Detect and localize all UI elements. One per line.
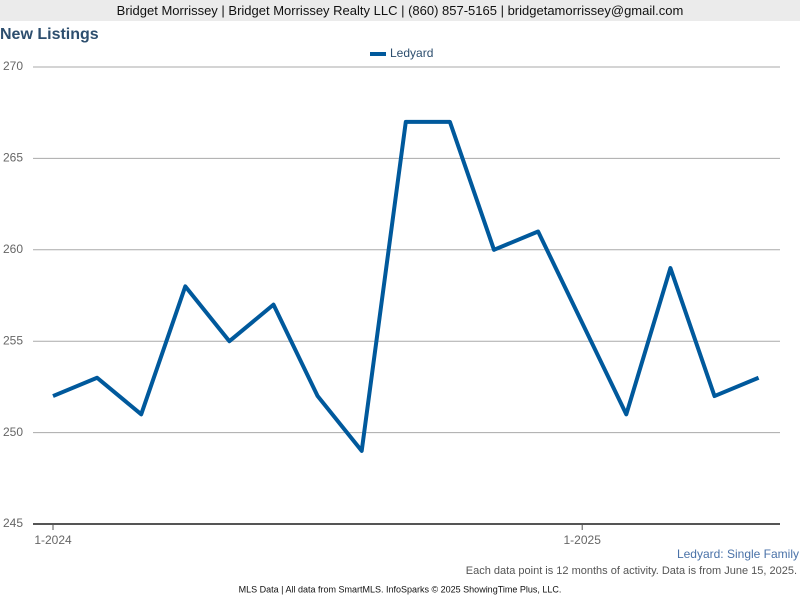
data-line <box>52 119 760 453</box>
y-tick-label: 245 <box>3 516 23 530</box>
y-tick-label: 270 <box>3 59 23 73</box>
y-tick-label: 255 <box>3 333 23 347</box>
annotation: Ledyard: Single Family <box>677 547 799 561</box>
header-bar: Bridget Morrissey | Bridget Morrissey Re… <box>0 0 800 21</box>
chart-title: New Listings <box>0 26 99 43</box>
legend-label: Ledyard <box>390 46 433 60</box>
y-tick-label: 260 <box>3 242 23 256</box>
note: Each data point is 12 months of activity… <box>466 565 797 577</box>
footer: MLS Data | All data from SmartMLS. InfoS… <box>239 584 562 594</box>
x-tick-label: 1-2024 <box>34 533 72 547</box>
x-tick-label: 1-2025 <box>564 533 602 547</box>
y-tick-label: 265 <box>3 151 23 165</box>
y-tick-label: 250 <box>3 425 23 439</box>
